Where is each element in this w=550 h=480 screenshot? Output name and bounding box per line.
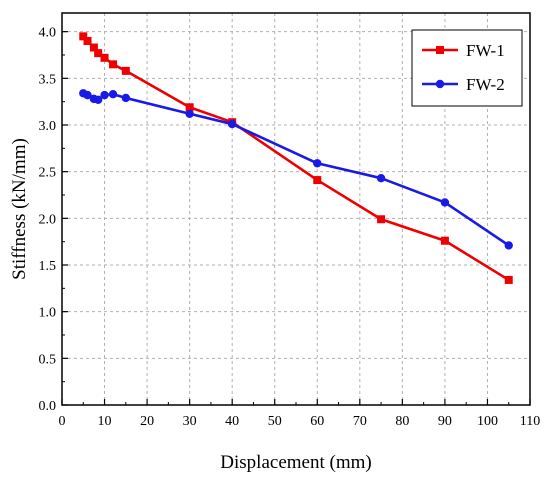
data-point [83,37,92,45]
y-axis-label: Stiffness (kN/mm) [9,138,30,280]
x-tick-label: 50 [268,414,282,429]
x-tick-label: 90 [438,414,452,429]
data-point [313,159,322,168]
x-tick-label: 30 [183,414,197,429]
x-tick-label: 10 [98,414,112,429]
series-layer [79,32,513,284]
y-tick-labels: 0.0 0.5 1.0 1.5 2.0 2.5 3.0 3.5 4.0 [39,26,57,414]
data-point [93,95,103,105]
legend-box [411,29,523,107]
y-tick-label: 2.0 [39,212,57,227]
data-point [440,198,450,207]
y-tick-label: 1.5 [39,259,57,274]
data-point [89,43,98,52]
x-axis-label: Displacement (mm) [220,452,371,473]
legend-label: FW-2 [466,75,505,94]
x-tick-label: 70 [353,414,367,429]
x-tick-label: 20 [140,414,154,429]
data-point [185,103,194,112]
data-point [79,32,88,41]
data-point [121,93,131,103]
x-tick-label: 40 [225,414,239,429]
data-point [440,236,449,245]
y-tick-label: 3.5 [39,72,57,87]
data-point [376,174,386,183]
data-point [83,90,92,100]
y-tick-label: 2.5 [39,166,57,181]
data-point [109,60,118,69]
y-tick-label: 4.0 [39,26,57,41]
series-FW-2 [79,89,513,250]
x-tick-labels: 0 10 20 30 40 50 60 70 80 90 100 110 [59,414,541,429]
y-tick-label: 3.0 [39,119,57,134]
x-tick-label: 80 [395,414,409,429]
axis-ticks [61,31,531,406]
x-tick-label: 0 [59,414,66,429]
data-point [100,53,109,62]
data-point [227,119,237,129]
x-tick-label: 100 [477,414,498,429]
x-tick-label: 110 [520,414,540,429]
data-point [121,66,130,75]
x-tick-label: 60 [310,414,324,429]
data-point [100,90,109,100]
data-point [108,90,118,99]
legend: FW-1 FW-2 [411,29,523,107]
data-point [313,176,322,185]
y-tick-label: 1.0 [39,306,57,321]
data-point [377,215,386,224]
legend-entry: FW-2 [422,75,505,94]
legend-entry: FW-1 [422,41,505,60]
data-point [185,109,194,119]
data-point [94,49,103,58]
data-point [504,275,513,284]
y-tick-label: 0.5 [39,352,57,367]
legend-label: FW-1 [466,41,505,60]
legend-marker [436,46,444,54]
legend-marker [435,79,445,89]
series-FW-1 [79,32,513,284]
y-tick-label: 0.0 [39,399,57,414]
data-point [504,241,513,250]
